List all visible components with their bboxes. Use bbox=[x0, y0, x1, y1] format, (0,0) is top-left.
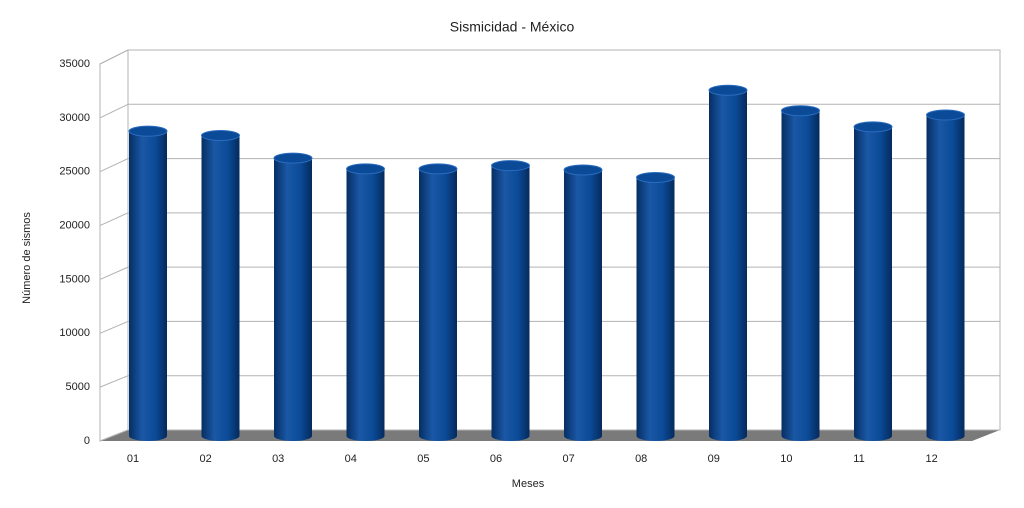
grid-line-side bbox=[99, 158, 129, 173]
bar-top bbox=[636, 171, 675, 183]
y-tick-label: 15000 bbox=[59, 273, 90, 285]
bar-top bbox=[201, 129, 240, 141]
bar-top bbox=[273, 152, 313, 164]
x-tick-label: 10 bbox=[780, 453, 792, 465]
x-tick-label: 09 bbox=[708, 453, 720, 465]
bar bbox=[491, 165, 530, 436]
x-tick-label: 02 bbox=[199, 453, 211, 465]
grid-line-side bbox=[99, 429, 129, 442]
x-tick-label: 07 bbox=[562, 453, 574, 465]
bar bbox=[926, 115, 965, 437]
x-tick-label: 04 bbox=[345, 453, 357, 465]
bar bbox=[854, 126, 892, 437]
y-tick-label: 10000 bbox=[59, 327, 90, 339]
grid-line-side bbox=[99, 103, 129, 119]
floor bbox=[100, 430, 1000, 441]
x-tick-label: 01 bbox=[127, 453, 139, 465]
x-tick-label: 05 bbox=[417, 453, 429, 465]
y-tick-label: 5000 bbox=[66, 381, 90, 393]
bar-top bbox=[853, 121, 893, 133]
bar-top bbox=[926, 109, 965, 121]
y-tick-label: 0 bbox=[84, 435, 90, 447]
bar bbox=[274, 158, 312, 436]
bar bbox=[636, 177, 675, 436]
grid-line-side bbox=[99, 266, 129, 280]
bar-top bbox=[781, 105, 820, 117]
bar bbox=[201, 135, 240, 436]
bar-top bbox=[346, 163, 385, 175]
x-axis-label: Meses bbox=[512, 478, 545, 490]
side-wall bbox=[99, 49, 129, 442]
x-tick-label: 06 bbox=[490, 453, 502, 465]
x-tick-label: 12 bbox=[925, 453, 937, 465]
bar-top bbox=[128, 125, 168, 137]
y-tick-label: 30000 bbox=[59, 112, 90, 124]
bar bbox=[129, 131, 167, 436]
x-tick-label: 03 bbox=[272, 453, 284, 465]
y-tick-label: 20000 bbox=[59, 219, 90, 231]
y-tick-label: 35000 bbox=[59, 58, 90, 70]
grid-line-side bbox=[99, 375, 129, 388]
grid-line-side bbox=[99, 49, 129, 65]
x-tick-label: 08 bbox=[635, 453, 647, 465]
y-tick-label: 25000 bbox=[59, 166, 90, 178]
x-tick-label: 11 bbox=[853, 453, 864, 465]
bar bbox=[346, 168, 385, 436]
bar-top bbox=[563, 164, 603, 176]
bar bbox=[709, 90, 747, 436]
bar-top bbox=[708, 84, 748, 96]
y-axis-label: Número de sismos bbox=[21, 212, 33, 304]
chart-title: Sismicidad - México bbox=[450, 19, 575, 35]
grid-line-side bbox=[99, 212, 129, 227]
bar bbox=[564, 169, 602, 436]
bar-top bbox=[491, 160, 530, 172]
bar bbox=[419, 168, 457, 436]
bar-top bbox=[418, 163, 458, 175]
grid-line-side bbox=[99, 320, 129, 334]
bar bbox=[781, 110, 820, 437]
